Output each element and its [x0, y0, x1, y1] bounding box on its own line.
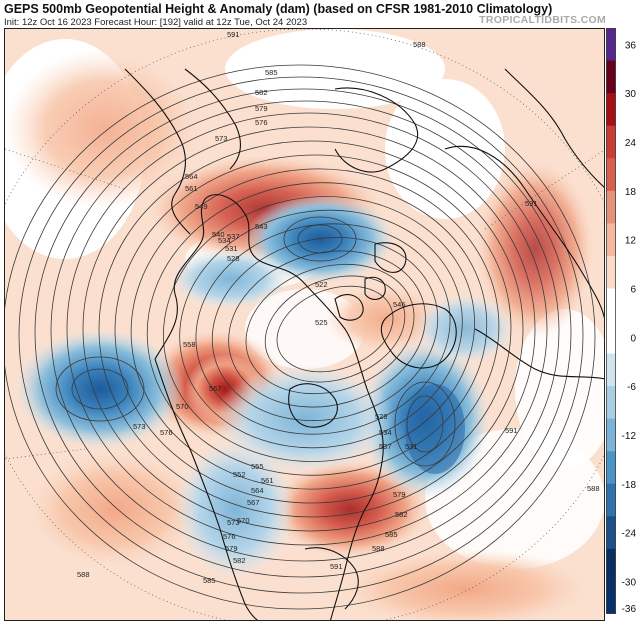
anomaly-colorbar: 36 30 24 18 12 6 0 -6 -12 -18 -24 -30 -36	[606, 28, 640, 614]
label-564-south: 564	[251, 486, 264, 495]
colorbar-tick-label: -18	[622, 480, 637, 491]
label-576-north: 576	[255, 118, 268, 127]
colorbar-tick-label: -12	[622, 431, 637, 442]
label-552-south: 552	[233, 470, 246, 479]
label-567-pacific: 567	[209, 384, 222, 393]
colorbar-tick-label: 18	[625, 187, 637, 198]
colorbar-canvas: 36 30 24 18 12 6 0 -6 -12 -18 -24 -30 -36	[606, 28, 637, 614]
label-585-atlantic: 585	[385, 530, 398, 539]
colorbar-segment	[606, 386, 616, 420]
label-582-south: 582	[233, 556, 246, 565]
colorbar-segment	[606, 548, 616, 582]
colorbar-segment	[606, 581, 616, 614]
colorbar-tick-label: -30	[622, 577, 637, 588]
colorbar-segment	[606, 353, 616, 387]
label-528-atlantic: 528	[375, 412, 388, 421]
label-591-europe: 591	[525, 199, 538, 208]
contour-labels: 591 588 585 582 579 576 573 564 561 549 …	[77, 30, 600, 585]
label-582-north: 582	[255, 88, 268, 97]
colorbar-tick-label: 6	[630, 284, 636, 295]
colorbar-segment	[606, 28, 616, 62]
height-contours	[5, 64, 596, 610]
label-543-siberia: 543	[255, 222, 268, 231]
label-570-south: 570	[237, 516, 250, 525]
label-549-asia: 549	[195, 202, 208, 211]
label-561-asia: 561	[185, 184, 198, 193]
colorbar-segment	[606, 60, 616, 94]
label-534-asia: 534	[218, 236, 231, 245]
label-588-north: 588	[413, 40, 426, 49]
colorbar-segment	[606, 93, 616, 127]
colorbar-segment	[606, 451, 616, 485]
label-531-asia: 531	[225, 244, 238, 253]
label-555-south: 555	[251, 462, 264, 471]
label-588-atlantic: 588	[372, 544, 385, 553]
label-573-pacific: 573	[133, 422, 146, 431]
label-588-east: 588	[587, 484, 600, 493]
label-567-south: 567	[247, 498, 260, 507]
label-534-atlantic: 534	[379, 428, 392, 437]
colorbar-segment	[606, 190, 616, 224]
label-591-south: 591	[330, 562, 343, 571]
colorbar-tick-label: 24	[625, 138, 637, 149]
label-537-atlantic: 537	[379, 442, 392, 451]
colorbar-tick-label: 36	[625, 40, 637, 51]
label-522-arctic: 522	[315, 280, 328, 289]
colorbar-segment	[606, 255, 616, 289]
label-576-south: 576	[223, 532, 236, 541]
label-564-asia: 564	[185, 172, 198, 181]
map-title: GEPS 500mb Geopotential Height & Anomaly…	[4, 2, 553, 16]
graticule	[5, 29, 604, 620]
label-573-south: 573	[227, 518, 240, 527]
hemispheric-map: 591 588 585 582 579 576 573 564 561 549 …	[4, 28, 605, 621]
coastlines	[124, 68, 604, 620]
colorbar-segment	[606, 321, 616, 355]
label-570-pacific: 570	[176, 402, 189, 411]
colorbar-tick-label: -36	[622, 604, 637, 614]
label-585-south: 585	[203, 576, 216, 585]
label-579-south: 579	[225, 544, 238, 553]
label-528-asia: 528	[227, 254, 240, 263]
colorbar-segment	[606, 158, 616, 192]
map-subtitle: Init: 12z Oct 16 2023 Forecast Hour: [19…	[4, 17, 308, 28]
colorbar-tick-label: 30	[625, 89, 637, 100]
colorbar-tick-label: 12	[625, 236, 637, 247]
colorbar-segment	[606, 223, 616, 257]
colorbar-segment	[606, 125, 616, 159]
colorbar-tick-label: 0	[630, 333, 636, 344]
label-579-north: 579	[255, 104, 268, 113]
label-525-arctic: 525	[315, 318, 328, 327]
colorbar-segment	[606, 288, 616, 322]
label-531-atlantic: 531	[405, 442, 418, 451]
label-576-pacific: 576	[160, 428, 173, 437]
label-579-atlantic: 579	[393, 490, 406, 499]
map-canvas: 591 588 585 582 579 576 573 564 561 549 …	[5, 29, 604, 620]
label-585-north: 585	[265, 68, 278, 77]
colorbar-tick-label: -24	[622, 529, 637, 540]
colorbar-segment	[606, 483, 616, 517]
label-561-south: 561	[261, 476, 274, 485]
label-582-atlantic: 582	[395, 510, 408, 519]
label-573-north: 573	[215, 134, 228, 143]
colorbar-segment	[606, 418, 616, 452]
label-546-arctic: 546	[393, 300, 406, 309]
brand-watermark: TROPICALTIDBITS.COM	[479, 14, 606, 26]
colorbar-segment	[606, 516, 616, 550]
colorbar-tick-label: -6	[627, 382, 636, 393]
label-540-asia: 540	[212, 230, 225, 239]
label-588-southwest: 588	[77, 570, 90, 579]
label-558-pacific: 558	[183, 340, 196, 349]
label-537-asia: 537	[227, 232, 240, 241]
label-591-atlantic: 591	[505, 426, 518, 435]
colorbar-frame	[606, 28, 616, 614]
label-591-north: 591	[227, 30, 240, 39]
